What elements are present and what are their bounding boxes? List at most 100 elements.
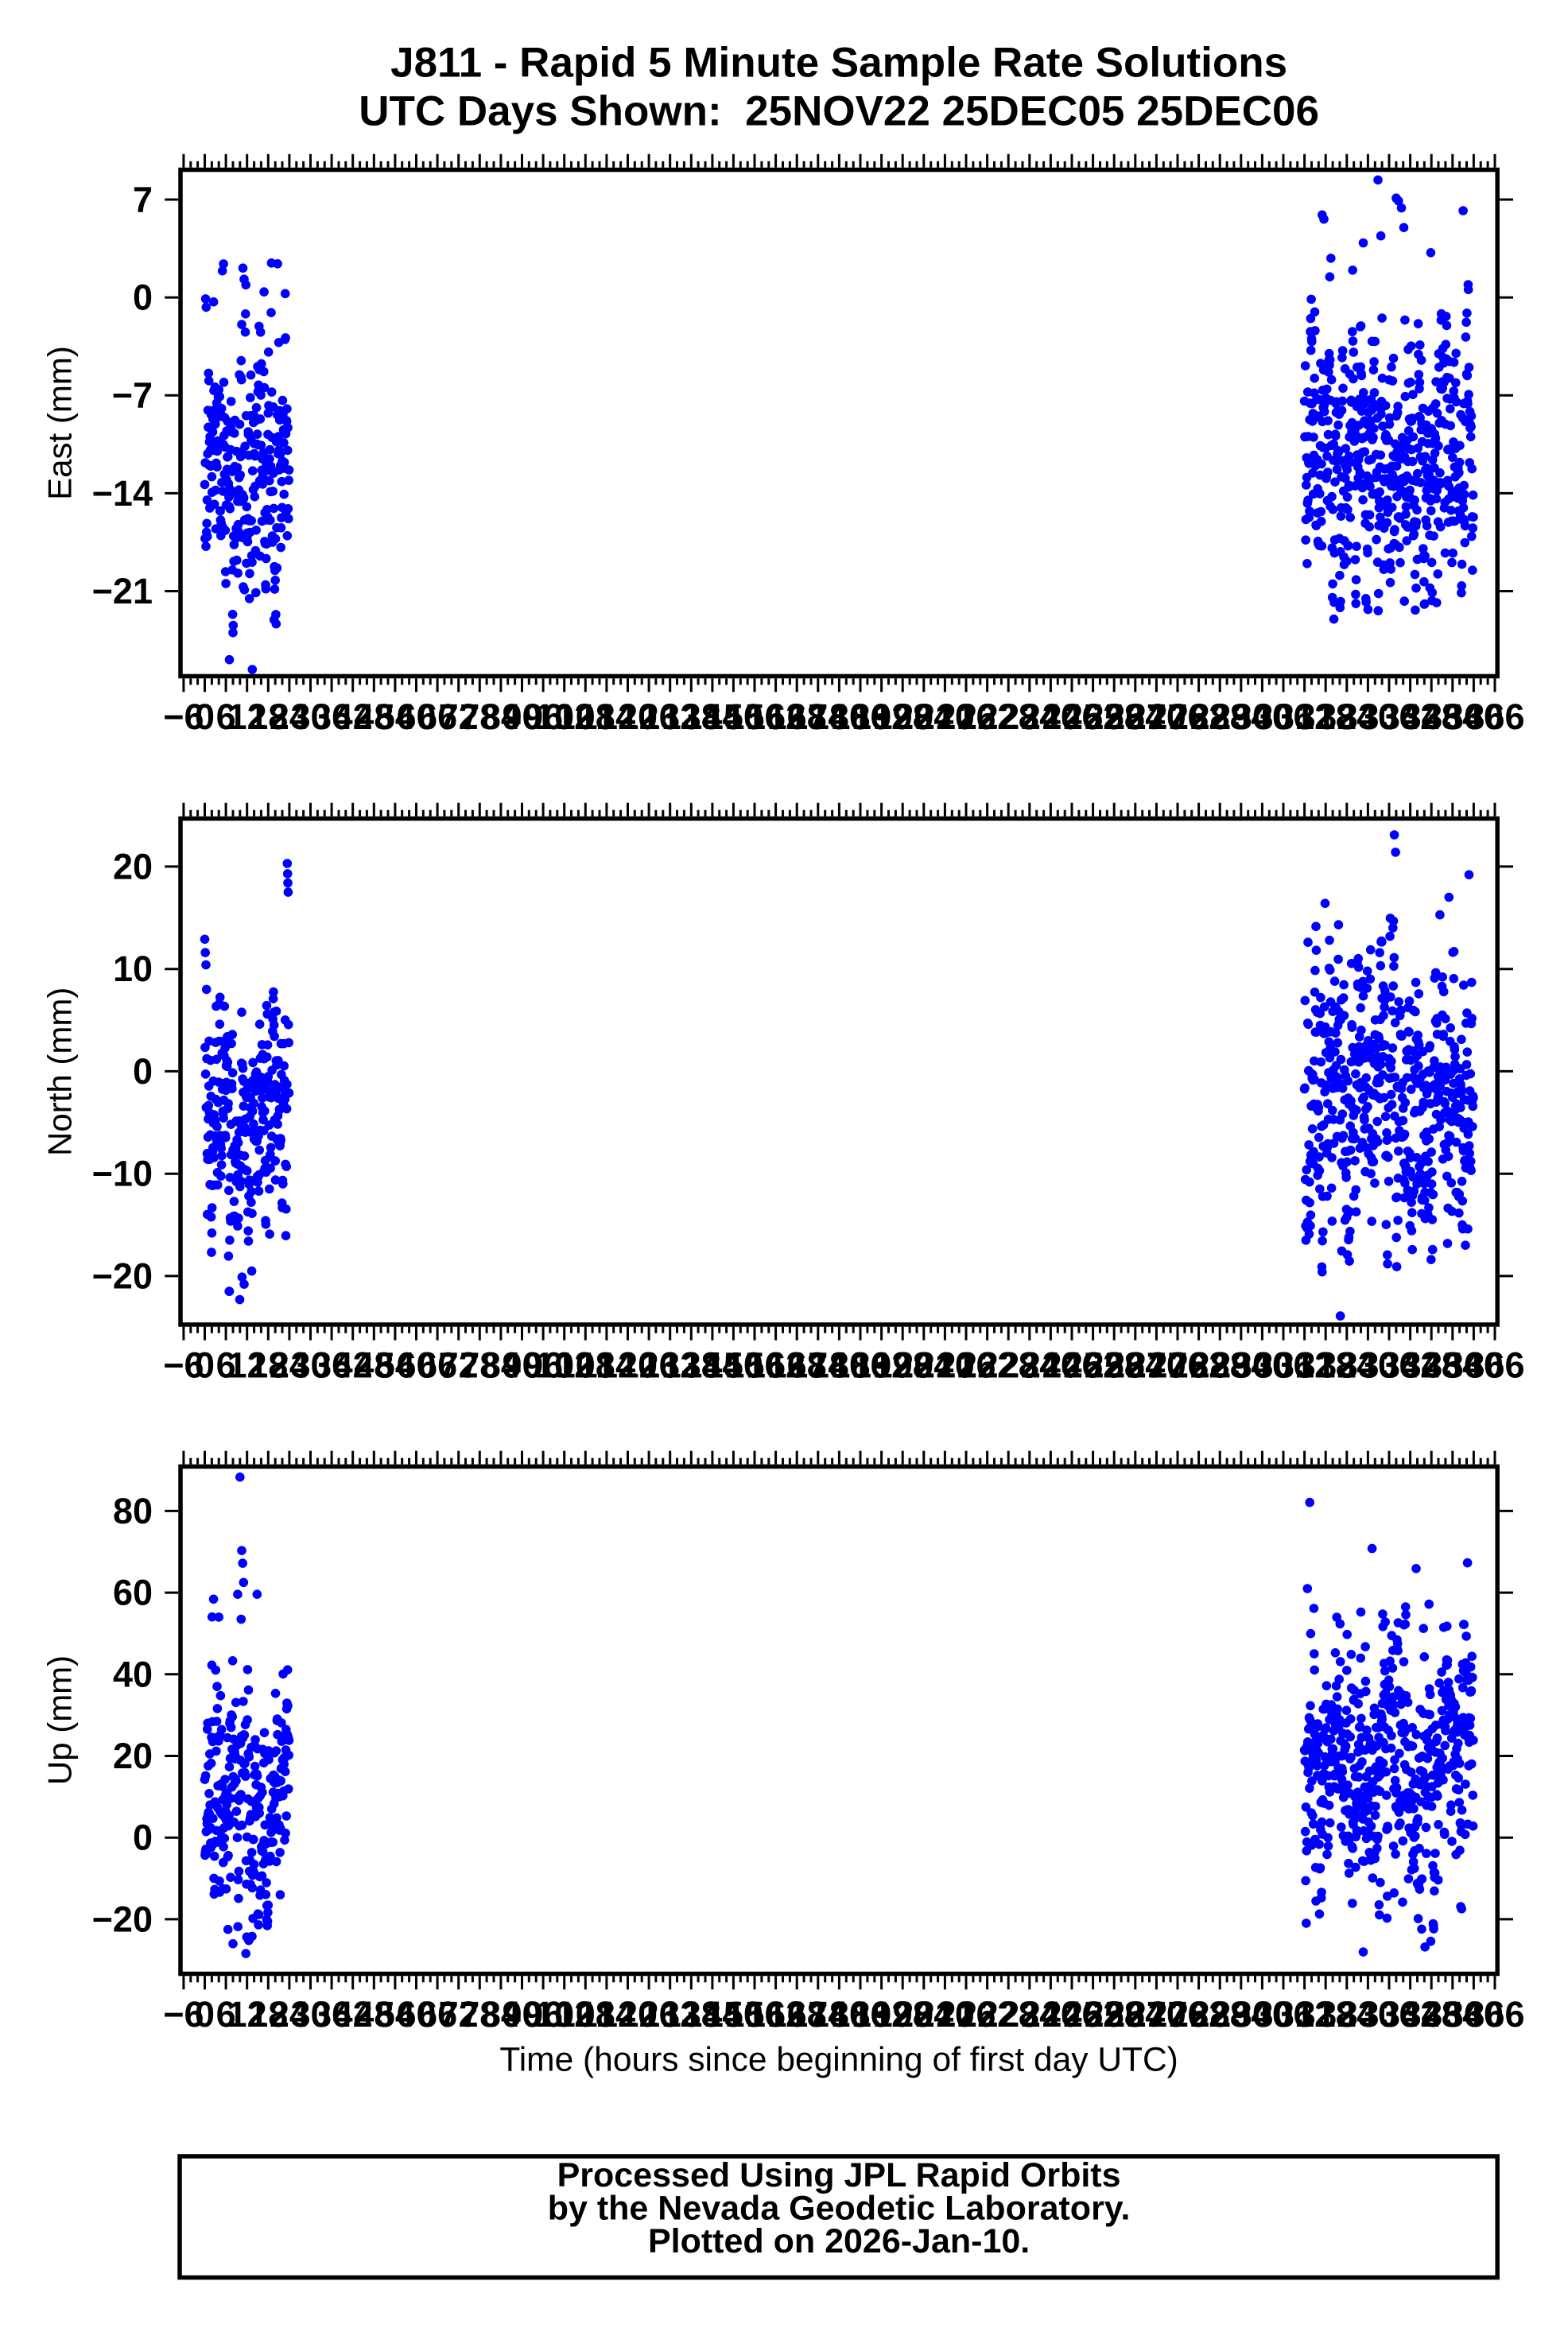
svg-text:186: 186 <box>830 696 890 737</box>
svg-text:132: 132 <box>640 1994 700 2035</box>
svg-text:360: 360 <box>1444 696 1504 737</box>
svg-text:360: 360 <box>1444 1994 1504 2035</box>
svg-text:306: 306 <box>1253 1345 1313 1386</box>
svg-text:252: 252 <box>1063 1994 1123 2035</box>
svg-text:270: 270 <box>1127 1345 1186 1386</box>
svg-text:24: 24 <box>270 1994 309 2035</box>
svg-text:282: 282 <box>1169 696 1228 737</box>
svg-text:342: 342 <box>1380 1994 1440 2035</box>
svg-text:240: 240 <box>1021 1345 1081 1386</box>
svg-text:144: 144 <box>682 696 742 737</box>
svg-text:156: 156 <box>724 1345 784 1386</box>
svg-text:174: 174 <box>788 1994 848 2035</box>
svg-text:336: 336 <box>1359 696 1419 737</box>
svg-text:240: 240 <box>1021 696 1081 737</box>
svg-text:360: 360 <box>1444 1345 1504 1386</box>
svg-text:72: 72 <box>439 1345 479 1386</box>
svg-text:258: 258 <box>1085 696 1144 737</box>
svg-text:222: 222 <box>957 1345 1017 1386</box>
svg-text:336: 336 <box>1359 1345 1419 1386</box>
svg-text:366: 366 <box>1465 1994 1524 2035</box>
svg-text:−20: −20 <box>92 1899 153 1939</box>
svg-text:204: 204 <box>894 1345 953 1386</box>
svg-text:354: 354 <box>1422 696 1482 737</box>
svg-text:162: 162 <box>746 696 805 737</box>
svg-text:348: 348 <box>1402 1994 1461 2035</box>
svg-text:108: 108 <box>556 1345 615 1386</box>
svg-text:222: 222 <box>957 696 1017 737</box>
svg-text:300: 300 <box>1232 696 1292 737</box>
svg-text:294: 294 <box>1211 1994 1271 2035</box>
svg-text:234: 234 <box>999 696 1059 737</box>
svg-text:210: 210 <box>915 1994 975 2035</box>
svg-text:246: 246 <box>1042 1345 1101 1386</box>
svg-text:288: 288 <box>1190 1345 1250 1386</box>
svg-text:168: 168 <box>767 696 827 737</box>
svg-text:192: 192 <box>852 1994 911 2035</box>
svg-text:186: 186 <box>830 1994 890 2035</box>
svg-text:258: 258 <box>1085 1994 1144 2035</box>
svg-text:Plotted on 2026-Jan-10.: Plotted on 2026-Jan-10. <box>648 2222 1030 2260</box>
svg-text:150: 150 <box>704 1994 763 2035</box>
svg-text:90: 90 <box>502 696 541 737</box>
svg-text:234: 234 <box>999 1345 1059 1386</box>
svg-text:84: 84 <box>481 1994 521 2035</box>
svg-text:120: 120 <box>598 696 658 737</box>
svg-text:336: 336 <box>1359 1994 1419 2035</box>
svg-text:36: 36 <box>312 1994 351 2035</box>
svg-text:96: 96 <box>523 696 563 737</box>
svg-text:180: 180 <box>809 1345 869 1386</box>
svg-text:276: 276 <box>1147 1994 1207 2035</box>
svg-text:330: 330 <box>1338 1345 1398 1386</box>
svg-text:10: 10 <box>113 949 153 989</box>
svg-text:78: 78 <box>460 1345 499 1386</box>
svg-text:66: 66 <box>417 696 457 737</box>
svg-text:192: 192 <box>852 1345 911 1386</box>
svg-text:80: 80 <box>113 1491 153 1531</box>
svg-text:288: 288 <box>1190 696 1250 737</box>
svg-text:J811 - Rapid 5 Minute Sample R: J811 - Rapid 5 Minute Sample Rate Soluti… <box>390 39 1287 86</box>
svg-text:20: 20 <box>113 1736 153 1776</box>
svg-text:138: 138 <box>662 1345 721 1386</box>
svg-text:342: 342 <box>1380 1345 1440 1386</box>
svg-text:96: 96 <box>523 1345 563 1386</box>
svg-text:−20: −20 <box>92 1255 153 1296</box>
svg-text:318: 318 <box>1296 696 1356 737</box>
svg-text:0: 0 <box>195 696 215 737</box>
svg-text:60: 60 <box>396 1994 436 2035</box>
svg-text:168: 168 <box>767 1345 827 1386</box>
svg-text:132: 132 <box>640 1345 700 1386</box>
svg-text:72: 72 <box>439 696 479 737</box>
svg-text:78: 78 <box>460 696 499 737</box>
svg-text:174: 174 <box>788 1345 848 1386</box>
svg-text:0: 0 <box>133 277 153 318</box>
svg-text:108: 108 <box>556 696 615 737</box>
svg-text:366: 366 <box>1465 696 1524 737</box>
svg-text:246: 246 <box>1042 696 1101 737</box>
svg-text:330: 330 <box>1338 1994 1398 2035</box>
svg-text:−6: −6 <box>163 1994 204 2035</box>
svg-text:156: 156 <box>724 1994 784 2035</box>
svg-text:114: 114 <box>578 1345 636 1386</box>
svg-text:60: 60 <box>396 696 436 737</box>
svg-text:0: 0 <box>195 1994 215 2035</box>
svg-text:60: 60 <box>396 1345 436 1386</box>
svg-text:Up (mm): Up (mm) <box>41 1655 79 1785</box>
svg-text:348: 348 <box>1402 1345 1461 1386</box>
svg-text:114: 114 <box>578 696 636 737</box>
svg-text:354: 354 <box>1422 1994 1482 2035</box>
svg-text:42: 42 <box>333 696 373 737</box>
svg-text:54: 54 <box>375 696 415 737</box>
svg-text:312: 312 <box>1275 696 1334 737</box>
svg-text:348: 348 <box>1402 696 1461 737</box>
svg-text:174: 174 <box>788 696 848 737</box>
svg-text:24: 24 <box>270 1345 309 1386</box>
svg-text:324: 324 <box>1317 1994 1376 2035</box>
svg-text:204: 204 <box>894 696 953 737</box>
svg-text:18: 18 <box>248 696 288 737</box>
svg-text:234: 234 <box>999 1994 1059 2035</box>
svg-text:222: 222 <box>957 1994 1017 2035</box>
svg-text:150: 150 <box>704 1345 763 1386</box>
svg-text:−6: −6 <box>163 1345 204 1386</box>
svg-text:90: 90 <box>502 1345 541 1386</box>
